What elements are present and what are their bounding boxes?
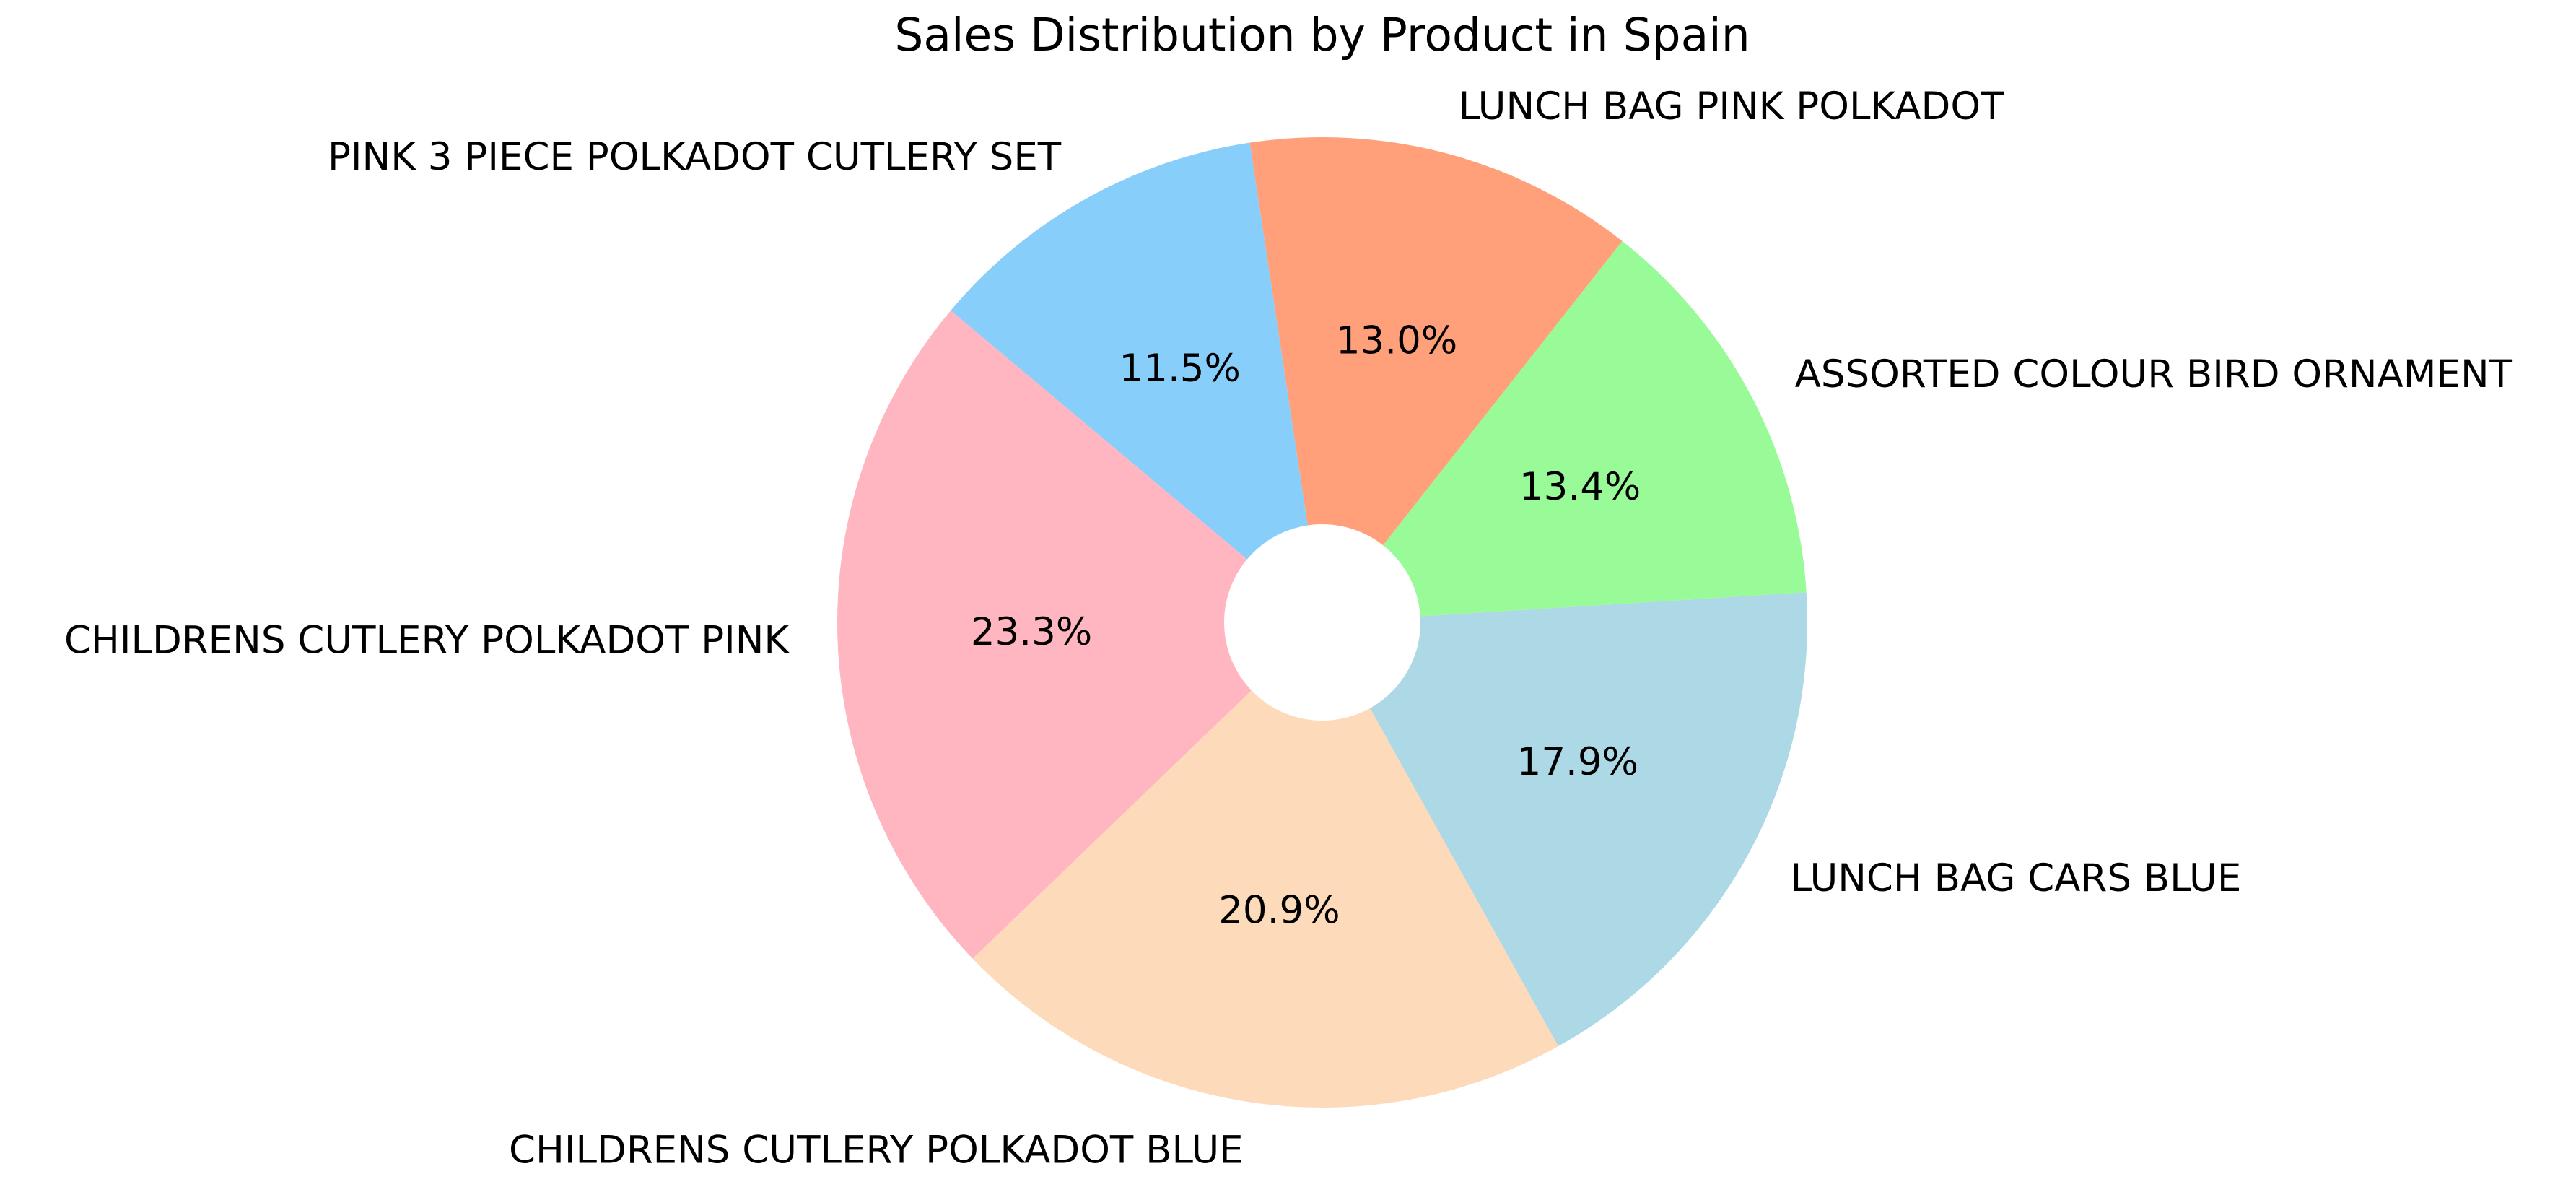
pie-category-label: LUNCH BAG CARS BLUE [1791,856,2242,900]
pie-percent-label: 13.0% [1336,319,1457,363]
labels-layer: 23.3% CHILDRENS CUTLERY POLKADOT PINK 20.9… [64,84,2513,1173]
pie-category-label: ASSORTED COLOUR BIRD ORNAMENT [1795,352,2513,396]
pie-slice-pink-3-piece-polkadot-cutlery-set [951,142,1322,622]
pie-category-label: LUNCH BAG PINK POLKADOT [1459,84,2004,129]
pie-slice-childrens-cutlery-polkadot-blue [972,622,1559,1108]
pie-slice-lunch-bag-pink-polkadot [1249,137,1623,623]
pie-percent-label: 20.9% [1218,888,1340,932]
pie-percent-label: 17.9% [1517,740,1638,784]
chart-title: Sales Distribution by Product in Spain [894,9,1750,61]
pie-percent-label: 23.3% [971,610,1092,654]
donut-hole [1224,524,1420,721]
pie-slice-lunch-bag-cars-blue [1322,592,1807,1047]
slices-layer [837,137,1807,1108]
pie-percent-label: 11.5% [1119,347,1241,391]
pie-slice-childrens-cutlery-polkadot-pink [837,310,1322,959]
pie-category-label: PINK 3 PIECE POLKADOT CUTLERY SET [328,135,1062,179]
pie-slice-assorted-colour-bird-ornament [1322,240,1807,622]
pie-category-label: CHILDRENS CUTLERY POLKADOT PINK [64,619,790,663]
pie-percent-label: 13.4% [1519,465,1641,509]
pie-category-label: CHILDRENS CUTLERY POLKADOT BLUE [509,1129,1244,1173]
